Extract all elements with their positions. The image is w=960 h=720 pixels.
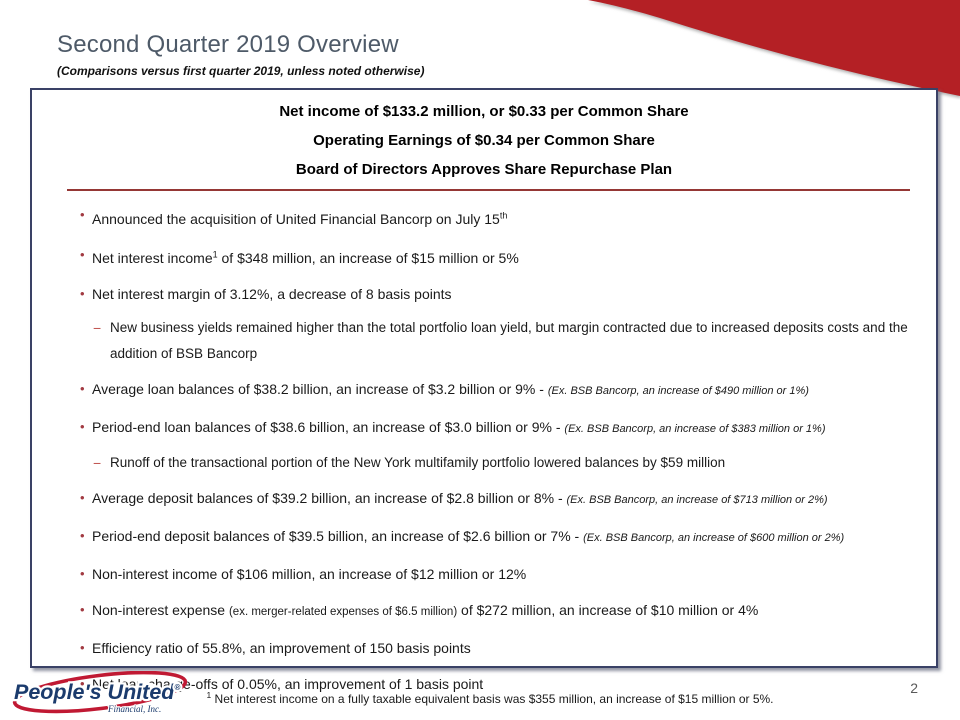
footnote-text: Net interest income on a fully taxable e… xyxy=(211,692,774,706)
bullet-text: Announced the acquisition of United Fina… xyxy=(92,210,508,227)
bullet-dot-icon: • xyxy=(80,246,85,262)
bullet-dot-icon: • xyxy=(80,490,85,506)
dash-marker-icon: − xyxy=(93,320,102,337)
headline-line-1: Net income of $133.2 million, or $0.33 p… xyxy=(279,103,689,120)
bullet-item: • Period-end deposit balances of $39.5 bi… xyxy=(80,525,918,549)
bullet-dot-icon: • xyxy=(80,602,85,618)
bullet-dot-icon: • xyxy=(80,640,85,656)
bullet-text: Efficiency ratio of 55.8%, an improvemen… xyxy=(92,640,471,657)
bullet-dot-icon: • xyxy=(80,528,85,544)
bullet-item: • Net interest margin of 3.12%, a decreas… xyxy=(80,283,918,305)
bullet-item: • Average deposit balances of $39.2 billi… xyxy=(80,487,918,511)
bullet-text: Period-end loan balances of $38.6 billio… xyxy=(92,419,826,436)
bullet-item: • Announced the acquisition of United Fin… xyxy=(80,204,918,230)
bullet-list: • Announced the acquisition of United Fin… xyxy=(32,191,936,695)
bullet-item: • Net loan charge-offs of 0.05%, an impro… xyxy=(80,673,918,695)
bullet-text: Period-end deposit balances of $39.5 bil… xyxy=(92,528,845,545)
bullet-text: Runoff of the transactional portion of t… xyxy=(110,455,726,471)
bullet-item: • Efficiency ratio of 55.8%, an improveme… xyxy=(80,637,918,659)
bullet-item: • Period-end loan balances of $38.6 billi… xyxy=(80,416,918,440)
bullet-text: New business yields remained higher than… xyxy=(110,320,908,362)
sub-bullet-item: − New business yields remained higher tha… xyxy=(80,315,918,367)
bullet-text: Non-interest income of $106 million, an … xyxy=(92,566,527,583)
logo-subtext: Financial, Inc. xyxy=(107,704,161,714)
bullet-text: Net interest margin of 3.12%, a decrease… xyxy=(92,286,452,303)
bullet-item: • Non-interest expense (ex. merger-relate… xyxy=(80,599,918,623)
peoples-united-logo: People's United® Financial, Inc. xyxy=(12,671,188,715)
bullet-text: Net interest income1 of $348 million, an… xyxy=(92,249,519,267)
corner-swoosh-decoration xyxy=(588,0,960,96)
headline-line-2: Operating Earnings of $0.34 per Common S… xyxy=(313,132,655,149)
logo-wordmark: People's United® xyxy=(14,680,180,704)
bullet-text: Non-interest expense (ex. merger-related… xyxy=(92,602,759,619)
bullet-dot-icon: • xyxy=(80,207,85,222)
bullet-item: • Average loan balances of $38.2 billion,… xyxy=(80,378,918,402)
headline-block: Net income of $133.2 million, or $0.33 p… xyxy=(32,90,936,184)
headline-line-3: Board of Directors Approves Share Repurc… xyxy=(295,161,673,178)
bullet-dot-icon: • xyxy=(80,419,85,435)
bullet-dot-icon: • xyxy=(80,381,85,397)
bullet-item: • Non-interest income of $106 million, an… xyxy=(80,563,918,585)
bullet-text: Average deposit balances of $39.2 billio… xyxy=(92,490,828,507)
headline-divider-rule xyxy=(67,189,910,191)
page-number: 2 xyxy=(910,680,918,696)
footnote-superscript: 1 xyxy=(206,690,212,700)
page-subtitle: (Comparisons versus first quarter 2019, … xyxy=(57,64,425,78)
content-box: Net income of $133.2 million, or $0.33 p… xyxy=(30,88,938,692)
page-title: Second Quarter 2019 Overview xyxy=(57,31,399,58)
footnote: 1 Net interest income on a fully taxable… xyxy=(170,690,810,706)
bullet-dot-icon: • xyxy=(80,566,85,582)
sub-bullet-item: − Runoff of the transactional portion of … xyxy=(80,450,918,476)
bullet-dot-icon: • xyxy=(80,286,85,302)
bullet-text: Average loan balances of $38.2 billion, … xyxy=(92,381,809,398)
bullet-dot-icon: • xyxy=(80,676,85,692)
bullet-item: • Net interest income1 of $348 million, a… xyxy=(80,244,918,270)
dash-marker-icon: − xyxy=(93,455,102,472)
bullet-text: Net loan charge-offs of 0.05%, an improv… xyxy=(92,676,484,693)
